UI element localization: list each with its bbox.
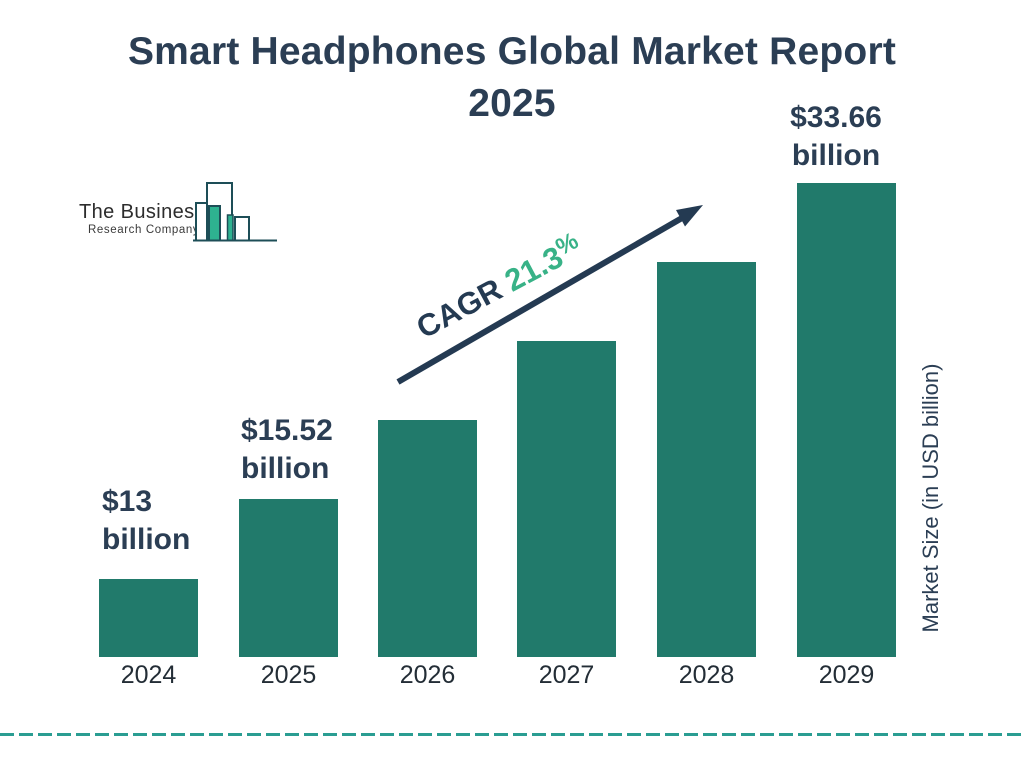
bar-2025 [239, 499, 338, 657]
value-label-2024: $13 billion [102, 483, 190, 559]
logo-company-name: The Business [79, 201, 205, 223]
bar-chart-logo-icon [193, 182, 277, 242]
x-axis-label-2024: 2024 [120, 661, 177, 689]
value-label-2024-unit: billion [102, 523, 191, 556]
bar-2027 [517, 341, 616, 657]
x-axis-label-2027: 2027 [538, 661, 595, 689]
value-label-2025: $15.52 billion [241, 412, 333, 488]
value-label-2025-unit: billion [241, 452, 330, 485]
bar-2029 [797, 183, 896, 657]
value-label-2029-amount: $33.66 [790, 101, 882, 134]
logo-company-subname: Research Company [88, 224, 200, 236]
page-title: Smart Headphones Global Market Report 20… [82, 26, 942, 130]
y-axis-label: Market Size (in USD billion) [918, 363, 943, 633]
x-axis-label-2025: 2025 [260, 661, 317, 689]
value-label-2024-amount: $13 [102, 485, 153, 518]
bar-2026 [378, 420, 477, 657]
x-axis-label-2026: 2026 [399, 661, 456, 689]
value-label-2025-amount: $15.52 [241, 414, 333, 447]
bar-2028 [657, 262, 756, 657]
x-axis-label-2029: 2029 [818, 661, 875, 689]
value-label-2029: $33.66 billion [786, 99, 886, 175]
bottom-dashed-divider [0, 733, 1024, 736]
bar-2024 [99, 579, 198, 657]
value-label-2029-unit: billion [791, 139, 881, 172]
growth-arrow-icon [396, 205, 703, 385]
x-axis-label-2028: 2028 [678, 661, 735, 689]
page-title-line2: 2025 [468, 82, 556, 125]
page-title-line1: Smart Headphones Global Market Report [127, 30, 897, 73]
